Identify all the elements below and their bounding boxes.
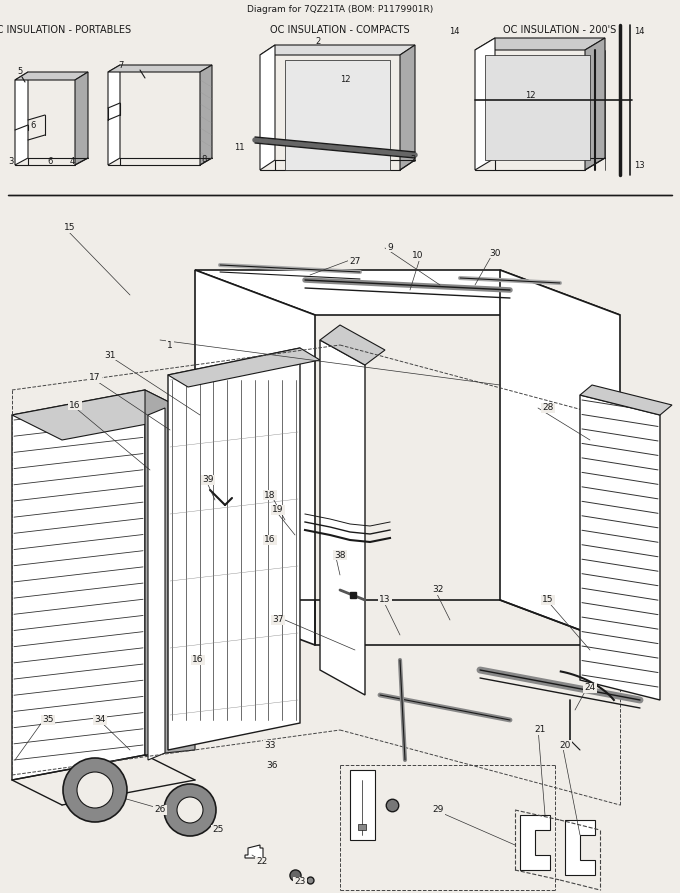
- Text: 38: 38: [335, 550, 345, 560]
- Polygon shape: [15, 72, 28, 165]
- Text: 27: 27: [350, 257, 360, 266]
- Circle shape: [77, 772, 113, 808]
- Polygon shape: [75, 72, 88, 165]
- Polygon shape: [475, 38, 495, 170]
- Text: OC INSULATION - PORTABLES: OC INSULATION - PORTABLES: [0, 25, 131, 35]
- Text: 13: 13: [379, 596, 391, 605]
- Polygon shape: [195, 270, 315, 645]
- Text: 28: 28: [543, 404, 554, 413]
- Polygon shape: [485, 55, 590, 160]
- Text: 7: 7: [118, 61, 123, 70]
- Text: 10: 10: [412, 252, 424, 261]
- Polygon shape: [260, 45, 415, 55]
- Text: 6: 6: [47, 157, 52, 166]
- Polygon shape: [475, 38, 605, 50]
- Text: 32: 32: [432, 586, 443, 595]
- Text: 2: 2: [410, 155, 415, 164]
- Text: 30: 30: [489, 248, 500, 257]
- Text: 37: 37: [272, 615, 284, 624]
- Polygon shape: [12, 390, 145, 780]
- Text: 19: 19: [272, 505, 284, 514]
- Text: 14: 14: [449, 28, 460, 37]
- Polygon shape: [108, 65, 212, 72]
- Polygon shape: [15, 72, 88, 80]
- Text: 34: 34: [95, 715, 105, 724]
- Circle shape: [177, 797, 203, 823]
- Polygon shape: [168, 348, 320, 387]
- Polygon shape: [500, 270, 620, 645]
- Text: 16: 16: [192, 655, 204, 664]
- Text: 25: 25: [212, 825, 224, 834]
- Text: 21: 21: [534, 725, 545, 735]
- Polygon shape: [580, 395, 660, 700]
- Text: 36: 36: [267, 761, 277, 770]
- Polygon shape: [12, 390, 195, 440]
- Text: Diagram for 7QZ21TA (BOM: P1179901R): Diagram for 7QZ21TA (BOM: P1179901R): [247, 5, 433, 14]
- Text: OC INSULATION - COMPACTS: OC INSULATION - COMPACTS: [270, 25, 410, 35]
- Text: 33: 33: [265, 740, 276, 749]
- Text: 11: 11: [235, 144, 245, 153]
- Text: 26: 26: [154, 805, 166, 814]
- Text: 5: 5: [17, 68, 22, 77]
- Text: 1: 1: [167, 340, 173, 349]
- Text: 4: 4: [70, 157, 75, 166]
- Polygon shape: [350, 770, 375, 840]
- Text: 15: 15: [64, 223, 75, 232]
- Text: 12: 12: [340, 76, 350, 85]
- Text: 14: 14: [634, 28, 645, 37]
- Polygon shape: [320, 340, 365, 695]
- Polygon shape: [580, 385, 672, 415]
- Text: 35: 35: [42, 715, 54, 724]
- Text: 31: 31: [104, 350, 116, 360]
- Text: 13: 13: [634, 161, 645, 170]
- Text: 18: 18: [265, 490, 276, 499]
- Circle shape: [164, 784, 216, 836]
- Text: 29: 29: [432, 805, 443, 814]
- Polygon shape: [168, 348, 300, 750]
- Polygon shape: [145, 390, 195, 755]
- Text: 24: 24: [584, 683, 596, 692]
- Circle shape: [63, 758, 127, 822]
- Polygon shape: [148, 408, 165, 760]
- Text: 15: 15: [542, 596, 554, 605]
- Text: 23: 23: [294, 878, 306, 887]
- Polygon shape: [200, 65, 212, 165]
- Text: 22: 22: [256, 857, 268, 866]
- Text: 12: 12: [525, 90, 536, 99]
- Text: 2: 2: [315, 38, 320, 46]
- Polygon shape: [520, 815, 550, 870]
- Polygon shape: [195, 270, 620, 315]
- Polygon shape: [565, 820, 595, 875]
- Text: 17: 17: [89, 373, 101, 382]
- Text: 6: 6: [30, 121, 35, 129]
- Polygon shape: [320, 325, 385, 365]
- Text: 20: 20: [560, 740, 571, 749]
- Text: 9: 9: [387, 243, 393, 252]
- Polygon shape: [108, 65, 120, 165]
- Text: 16: 16: [265, 536, 276, 545]
- Polygon shape: [260, 45, 275, 170]
- Text: 39: 39: [202, 475, 214, 485]
- Text: 3: 3: [9, 157, 14, 166]
- Text: 8: 8: [201, 155, 206, 164]
- Polygon shape: [400, 45, 415, 170]
- Polygon shape: [285, 60, 390, 170]
- Text: OC INSULATION - 200'S: OC INSULATION - 200'S: [503, 25, 617, 35]
- Polygon shape: [585, 38, 605, 170]
- Text: 16: 16: [69, 400, 81, 410]
- Polygon shape: [245, 845, 263, 858]
- Bar: [358, 824, 366, 830]
